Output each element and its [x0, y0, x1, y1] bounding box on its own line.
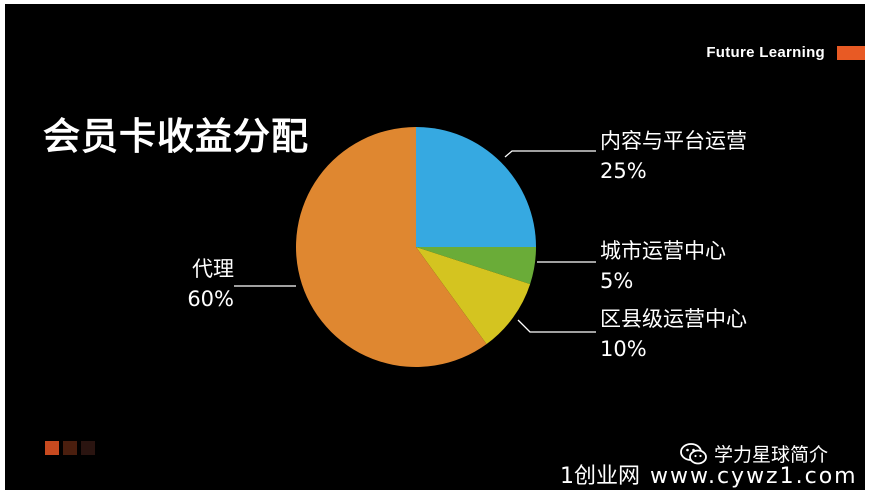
- decor-square: [81, 441, 95, 455]
- pie-slice: [416, 127, 536, 247]
- leader-line: [517, 319, 596, 333]
- site-watermark: 1创业网 www.cywz1.com: [560, 458, 858, 490]
- pie-slices: [296, 127, 536, 367]
- decor-square: [63, 441, 77, 455]
- pie-labels: 内容与平台运营 25% 城市运营中心 5% 区县级运营中心 10% 代理 60%: [187, 129, 747, 361]
- decorative-squares: [45, 441, 95, 455]
- pie-slice: [416, 247, 536, 285]
- watermark-url: www.cywz1.com: [650, 464, 858, 489]
- wechat-icon: [680, 442, 707, 464]
- chart-title: 会员卡收益分配: [43, 115, 309, 158]
- watermark-site: 1创业网: [560, 464, 640, 489]
- slice-value-label: 10%: [600, 337, 647, 361]
- leader-line: [504, 150, 596, 158]
- slice-value-label: 25%: [600, 159, 647, 183]
- pie-slice: [296, 127, 487, 367]
- slice-value-label: 5%: [600, 269, 633, 293]
- pie-slice: [416, 247, 531, 345]
- slice-label: 城市运营中心: [600, 239, 726, 263]
- brand-label: Future Learning: [706, 44, 825, 61]
- slice-value-label: 60%: [187, 287, 234, 311]
- decor-square: [45, 441, 59, 455]
- wechat-watermark: 学力星球简介: [680, 440, 828, 467]
- watermark-account: 学力星球简介: [714, 444, 829, 466]
- slice-label: 内容与平台运营: [600, 129, 747, 153]
- brand-accent-bar: [837, 46, 865, 60]
- slice-label: 区县级运营中心: [600, 307, 747, 331]
- slice-label: 代理: [192, 257, 234, 281]
